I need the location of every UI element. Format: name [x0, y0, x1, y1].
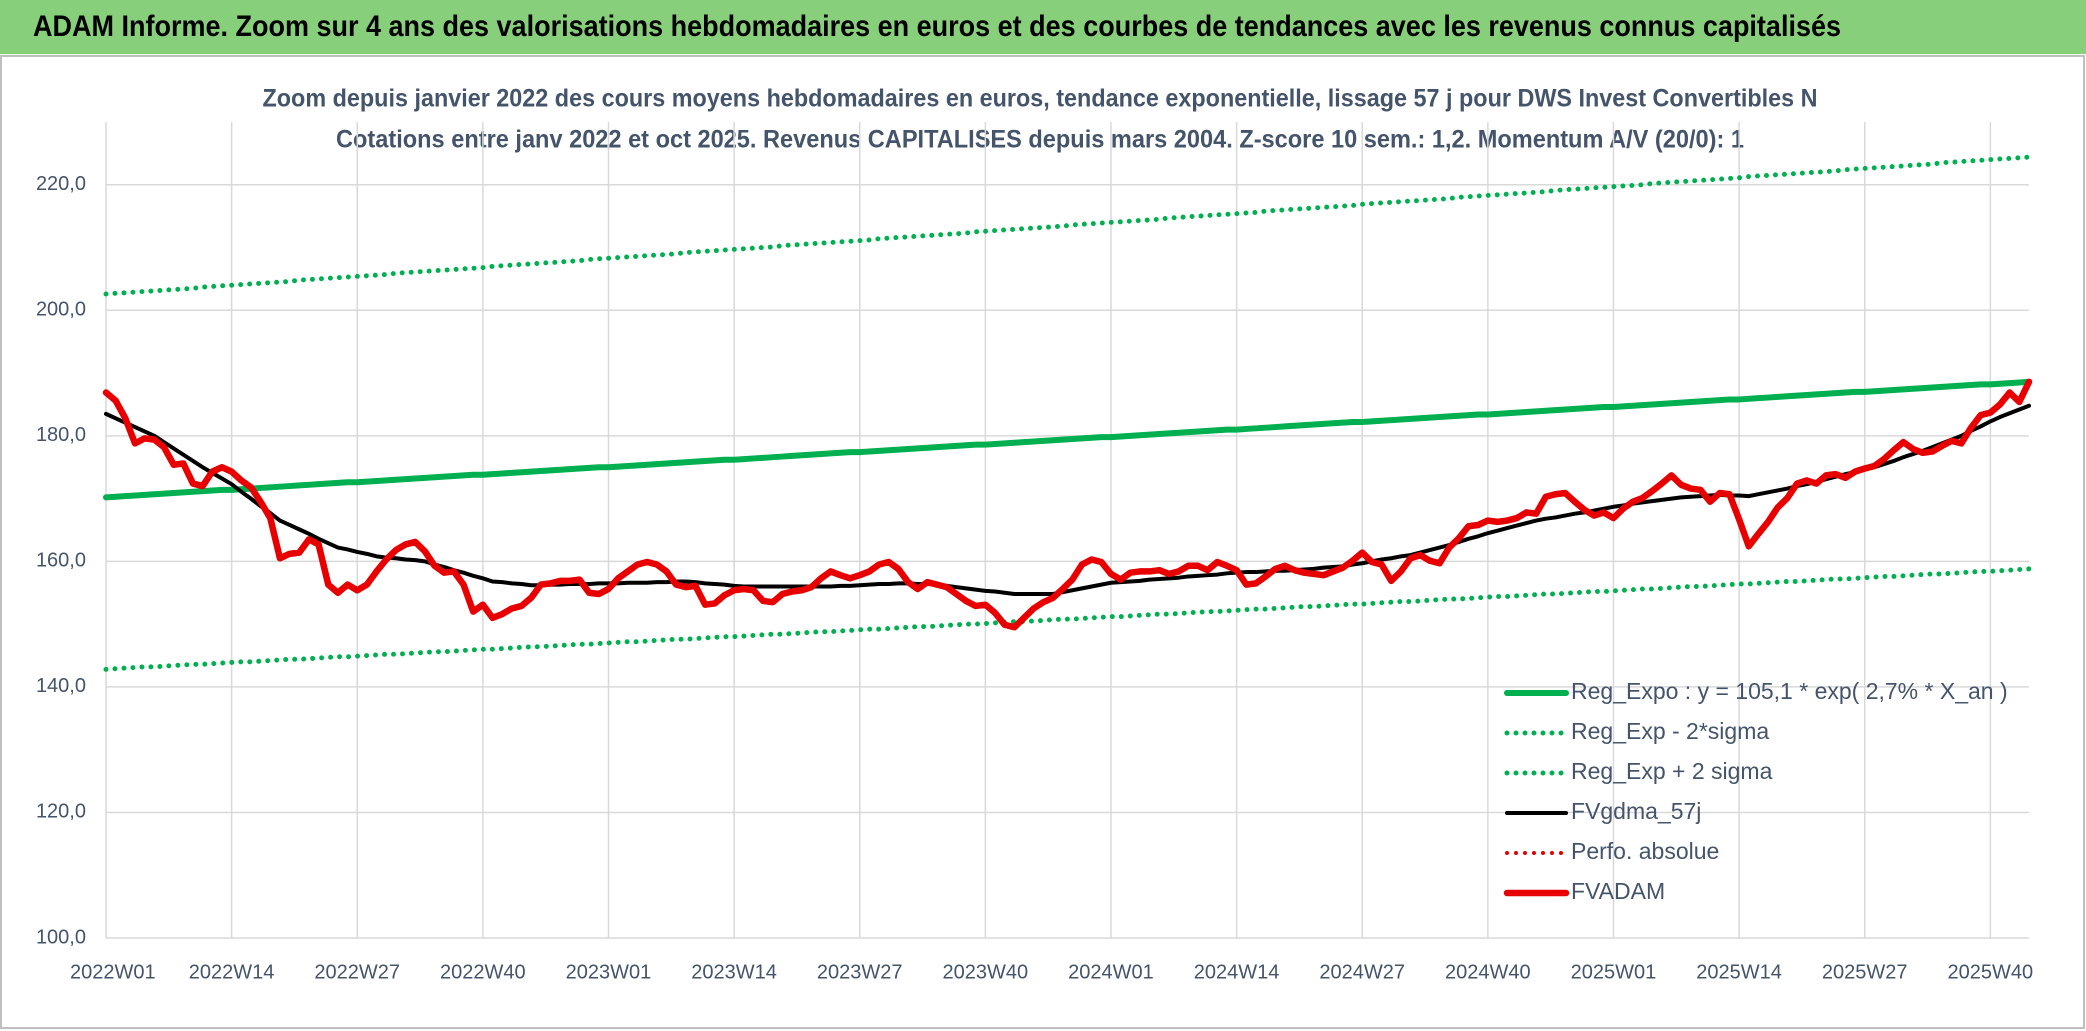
chart-subtitle: Cotations entre janv 2022 et oct 2025. R…	[336, 126, 1744, 154]
y-tick-label: 180,0	[36, 424, 86, 446]
y-tick-label: 140,0	[36, 675, 86, 697]
y-tick-label: 100,0	[36, 926, 86, 948]
series-line	[103, 566, 2032, 672]
y-tick-label: 200,0	[36, 299, 86, 321]
x-tick-label: 2022W14	[189, 961, 275, 983]
x-tick-label: 2022W01	[70, 961, 156, 983]
chart-subtitle: Zoom depuis janvier 2022 des cours moyen…	[263, 85, 1818, 113]
x-tick-label: 2025W14	[1696, 961, 1782, 983]
x-tick-label: 2022W40	[440, 961, 526, 983]
series-line	[103, 378, 2032, 501]
legend-label: FVgdma_57j	[1571, 798, 1701, 824]
chart-frame	[0, 55, 2085, 1029]
x-tick-label: 2024W01	[1068, 961, 1154, 983]
legend-label: Reg_Exp + 2 sigma	[1571, 758, 1773, 784]
x-tick-label: 2024W14	[1194, 961, 1280, 983]
x-tick-label: 2023W14	[691, 961, 777, 983]
series-line	[102, 378, 2033, 631]
y-tick-label: 160,0	[36, 550, 86, 572]
x-tick-label: 2022W27	[314, 961, 400, 983]
legend: Reg_Expo : y = 105,1 * exp( 2,7% * X_an …	[1503, 678, 2008, 904]
legend-label: Perfo. absolue	[1571, 838, 1719, 864]
legend-label: FVADAM	[1571, 878, 1665, 904]
x-tick-label: 2025W01	[1571, 961, 1657, 983]
chart-title: ADAM Informe. Zoom sur 4 ans des valoris…	[33, 10, 1841, 43]
x-tick-label: 2025W27	[1822, 961, 1908, 983]
x-tick-label: 2024W40	[1445, 961, 1531, 983]
series-line	[103, 154, 2032, 297]
legend-label: Reg_Expo : y = 105,1 * exp( 2,7% * X_an …	[1571, 678, 2008, 704]
grid: 100,0 120,0 140,0 160,0 180,0 200,0 220,0 2022W…	[36, 122, 2033, 983]
series-lines	[102, 154, 2033, 672]
x-tick-label: 2023W27	[817, 961, 903, 983]
x-tick-label: 2025W40	[1948, 961, 2034, 983]
y-tick-label: 120,0	[36, 801, 86, 823]
x-tick-label: 2023W01	[566, 961, 652, 983]
title-bar	[0, 0, 2086, 54]
y-tick-label: 220,0	[36, 173, 86, 195]
x-tick-label: 2024W27	[1319, 961, 1405, 983]
x-tick-label: 2023W40	[943, 961, 1029, 983]
legend-label: Reg_Exp - 2*sigma	[1571, 718, 1769, 744]
